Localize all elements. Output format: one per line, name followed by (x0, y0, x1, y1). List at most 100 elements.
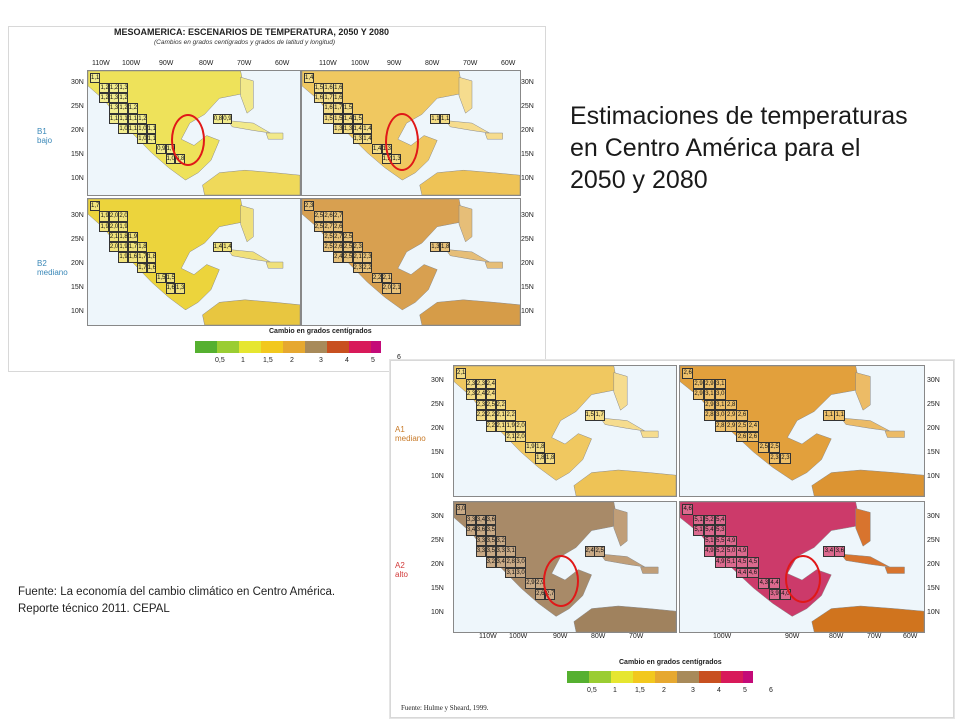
grid-cell-value: 5,3 (714, 525, 726, 536)
lon-label: 70W (237, 60, 252, 67)
landmass-south (202, 299, 300, 325)
lat-label: 20N (927, 561, 940, 568)
grid-cell-value: 2,3 (352, 242, 363, 253)
grid-cell-value: 1,0 (118, 123, 129, 134)
lat-label: 20N (71, 127, 84, 134)
lat-label: 10N (431, 609, 444, 616)
grid-cell-value: 3,4 (495, 557, 506, 568)
landmass-hispaniola (484, 132, 503, 140)
grid-cell-value: 2,4 (485, 378, 496, 390)
grid-cell-value: 2,3 (465, 389, 477, 400)
grid-cell-value: 2,9 (725, 410, 737, 422)
grid-cell-value: 1,2 (108, 83, 119, 94)
grid-cell-value: 1,8 (137, 242, 148, 253)
lat-label: 10N (71, 175, 84, 182)
scenario-level: mediano (37, 268, 68, 277)
grid-cell-value: 3,6 (834, 546, 846, 558)
grid-cell-value: 2,3 (362, 252, 373, 263)
grid-cell-value: 1,8 (146, 252, 157, 263)
legend-tick: 4 (345, 357, 349, 364)
landmass-south (202, 169, 300, 195)
grid-cell-value: 2,0 (515, 431, 526, 443)
grid-cell-value: 4,9 (736, 546, 748, 558)
grid-cell-value: 2,1 (505, 431, 516, 443)
grid-cell-value: 2,2 (475, 410, 487, 422)
grid-cell-value: 2,1 (108, 231, 119, 243)
grid-cell-value: 2,2 (505, 410, 516, 422)
grid-cell-value: 1,1 (118, 113, 129, 124)
grid-cell-value: 2,9 (525, 578, 536, 589)
grid-cell-value: 2,0 (108, 242, 119, 253)
grid-cell-value: 2,2 (371, 273, 383, 284)
landmass-florida (240, 76, 254, 114)
lat-label: 30N (927, 513, 940, 520)
landmass-hispaniola (884, 430, 905, 438)
legend-swatch (195, 341, 217, 353)
grid-cell-value: 1,7 (323, 93, 334, 104)
grid-cell-value: 1,2 (99, 93, 110, 104)
grid-cell-value: 2,0 (381, 283, 392, 294)
lat-label: 10N (927, 473, 940, 480)
grid-cell-value: 3,5 (485, 546, 496, 558)
legend-tick: 2 (662, 687, 666, 694)
lon-label: 80W (425, 60, 440, 67)
highlight-oval (785, 555, 821, 603)
lon-label: 80W (591, 633, 606, 640)
grid-cell-value: 3,0 (456, 504, 467, 515)
grid-cell-value: 2,1 (352, 252, 363, 263)
grid-cell-value: 2,5 (323, 231, 334, 243)
grid-cell-value: 1,8 (439, 242, 451, 253)
lon-label: 100W (713, 633, 732, 640)
legend-swatch (349, 341, 371, 353)
landmass-cuba (599, 417, 646, 432)
landmass-cuba (227, 120, 271, 134)
grid-cell-value: 5,1 (703, 535, 716, 547)
grid-cell-value: 1,1 (430, 113, 441, 124)
highlight-oval (385, 113, 419, 171)
grid-cell-value: 2,0 (118, 211, 129, 222)
grid-cell-value: 1,6 (127, 252, 138, 263)
lon-label: 70W (463, 60, 478, 67)
grid-cell-value: 3,4 (475, 514, 487, 526)
lat-label: 15N (521, 151, 534, 158)
grid-cell-value: 4,4 (768, 578, 781, 589)
landmass-florida (240, 204, 254, 243)
grid-cell-value: 1,9 (118, 242, 129, 253)
scenario-level: bajo (37, 136, 53, 145)
grid-cell-value: 3,4 (823, 546, 835, 558)
scenario-label: B2 mediano (37, 259, 68, 277)
lat-label: 20N (521, 260, 534, 267)
grid-cell-value: 2,2 (495, 399, 506, 411)
scenario-code: B1 (37, 127, 47, 136)
lat-label: 20N (431, 425, 444, 432)
legend-tick: 5 (371, 357, 375, 364)
grid-cell-value: 1,2 (99, 83, 110, 94)
grid-cell-value: 3,1 (714, 378, 726, 390)
grid-cell-value: 2,4 (333, 252, 344, 263)
grid-cell-value: 2,8 (703, 410, 716, 422)
grid-cell-value: 1,4 (304, 73, 315, 84)
grid-cell-value: 2,3 (475, 399, 487, 411)
grid-cell-value: 0,8 (212, 113, 223, 124)
legend-swatch (371, 341, 381, 353)
grid-cell-value: 1,4 (362, 123, 373, 134)
grid-cell-value: 1,8 (545, 452, 556, 464)
grid-cell-value: 1,5 (323, 113, 334, 124)
grid-cell-value: 2,9 (725, 421, 737, 432)
grid-cell-value: 1,3 (118, 83, 129, 94)
landmass-south (811, 605, 924, 632)
lat-label: 15N (927, 449, 940, 456)
grid-cell-value: 1,6 (323, 103, 334, 114)
grid-cell-value: 1,5 (342, 103, 353, 114)
legend-swatch (261, 341, 283, 353)
grid-cell-value: 1,3 (352, 133, 363, 144)
lat-label: 30N (431, 377, 444, 384)
grid-cell-value: 1,7 (137, 262, 148, 274)
grid-cell-value: 5,1 (692, 525, 705, 536)
lat-label: 25N (927, 401, 940, 408)
lat-label: 15N (521, 284, 534, 291)
lat-label: 30N (71, 212, 84, 219)
lat-label: 10N (927, 609, 940, 616)
grid-cell-value: 1,9 (127, 231, 138, 243)
landmass-south (573, 605, 676, 632)
